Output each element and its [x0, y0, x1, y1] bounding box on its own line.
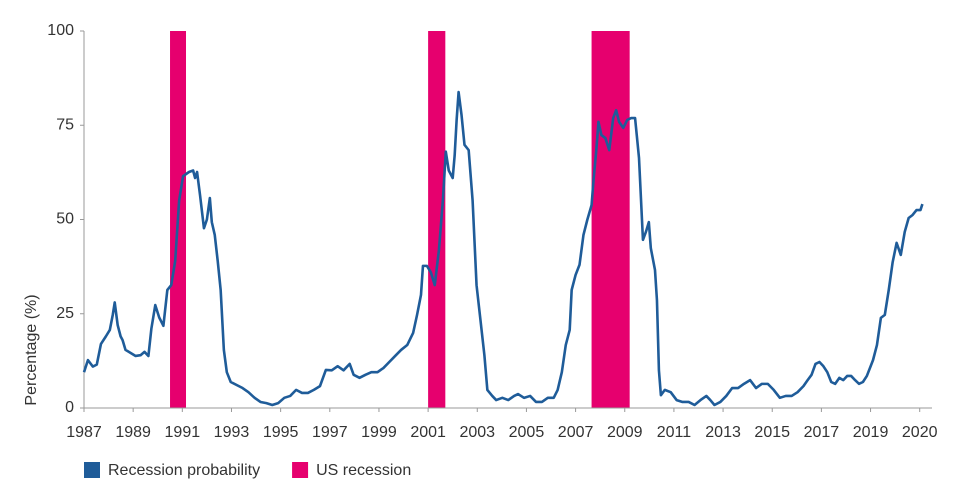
y-tick-label: 0: [65, 399, 74, 416]
x-tick-label: 2005: [509, 424, 545, 441]
x-tick-label: 2020: [902, 424, 938, 441]
x-tick-label: 2007: [558, 424, 594, 441]
x-tick-label: 2009: [607, 424, 643, 441]
lines: [82, 90, 924, 407]
recession-band: [428, 31, 446, 408]
y-tick-label: 100: [47, 22, 74, 39]
x-tick-label: 1999: [361, 424, 397, 441]
x-tick-label: 2003: [459, 424, 495, 441]
x-tick-label: 1987: [66, 424, 102, 441]
x-tick-label: 1991: [165, 424, 201, 441]
x-tick-label: 2013: [705, 424, 741, 441]
axes: 0 25 50 75 100 1987 1989 1991 1993 1995 1997 1999 20…: [47, 22, 937, 441]
legend-swatch: [84, 462, 100, 478]
x-tick-label: 1995: [263, 424, 299, 441]
legend-label: US recession: [316, 462, 411, 479]
recession-bands: [170, 31, 630, 408]
y-axis-label: Percentage (%): [23, 294, 40, 405]
x-tick-label: 1997: [312, 424, 348, 441]
legend-swatch: [292, 462, 309, 478]
y-tick-label: 75: [56, 116, 74, 133]
x-tick-label: 2011: [657, 424, 692, 441]
y-tick-label: 50: [56, 211, 74, 228]
y-tick-label: 25: [56, 305, 74, 322]
x-tick-label: 2015: [754, 424, 790, 441]
x-tick-label: 2001: [410, 424, 446, 441]
legend-label: Recession probability: [108, 462, 260, 479]
x-tick-label: 1989: [115, 424, 151, 441]
line: [82, 90, 924, 407]
x-tick-label: 2019: [853, 424, 889, 441]
recession-band: [591, 31, 630, 408]
x-tick-label: 2017: [804, 424, 840, 441]
x-tick-label: 1993: [214, 424, 250, 441]
